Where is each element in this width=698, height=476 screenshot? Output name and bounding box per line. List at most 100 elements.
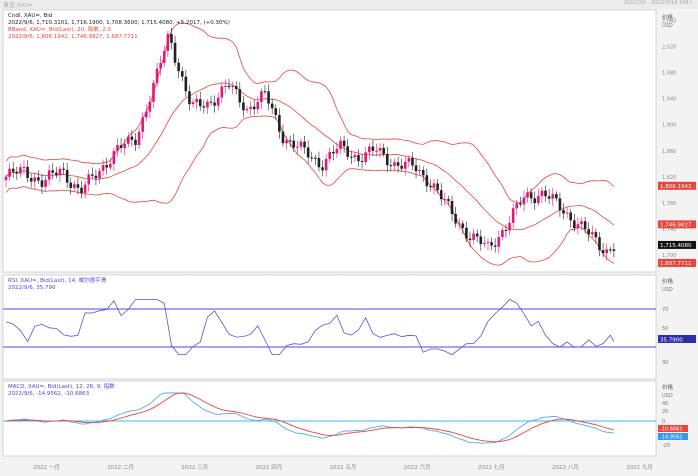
candle[interactable] [263, 85, 267, 95]
candle[interactable] [454, 206, 457, 228]
candle[interactable] [267, 84, 270, 111]
candle[interactable] [213, 95, 216, 113]
candle[interactable] [116, 138, 119, 157]
candle[interactable] [119, 138, 123, 153]
candle[interactable] [256, 96, 260, 115]
candle[interactable] [310, 151, 314, 162]
candle[interactable] [472, 228, 475, 245]
candle[interactable] [418, 164, 421, 175]
candle[interactable] [177, 58, 180, 79]
candle[interactable] [8, 162, 11, 181]
candle[interactable] [126, 132, 130, 148]
candle[interactable] [281, 124, 285, 147]
candle[interactable] [260, 88, 263, 110]
candle[interactable] [493, 238, 497, 253]
candle[interactable] [152, 79, 155, 109]
candle[interactable] [22, 160, 26, 175]
candle[interactable] [497, 230, 501, 254]
candle[interactable] [159, 55, 162, 76]
candle[interactable] [91, 167, 94, 179]
candle[interactable] [447, 195, 450, 206]
candle[interactable] [180, 66, 184, 82]
candle[interactable] [468, 231, 472, 248]
candle[interactable] [166, 30, 170, 58]
candle[interactable] [123, 139, 126, 156]
candle[interactable] [105, 157, 109, 175]
candle[interactable] [529, 188, 533, 204]
candle[interactable] [101, 159, 105, 176]
candle[interactable] [37, 170, 40, 184]
candle[interactable] [515, 199, 519, 216]
candle[interactable] [270, 98, 274, 115]
candle[interactable] [350, 150, 353, 165]
candle[interactable] [299, 138, 303, 151]
candle[interactable] [15, 166, 19, 180]
candle[interactable] [475, 229, 479, 243]
candle[interactable] [421, 166, 425, 182]
candle[interactable] [540, 186, 544, 203]
candle[interactable] [587, 222, 591, 242]
candle[interactable] [533, 191, 537, 211]
candle[interactable] [321, 160, 324, 177]
candle[interactable] [11, 161, 15, 178]
candle[interactable] [450, 195, 454, 222]
candle[interactable] [461, 220, 465, 235]
candle[interactable] [519, 196, 522, 208]
candle[interactable] [47, 164, 51, 186]
candle[interactable] [324, 154, 328, 177]
candle[interactable] [220, 82, 224, 104]
candle[interactable] [360, 153, 364, 169]
candle[interactable] [511, 202, 515, 229]
candle[interactable] [382, 143, 385, 157]
candle[interactable] [234, 81, 238, 95]
candle[interactable] [303, 135, 306, 154]
candle[interactable] [522, 190, 526, 212]
candle[interactable] [148, 95, 152, 118]
candle[interactable] [137, 127, 141, 150]
candle[interactable] [252, 99, 256, 115]
candle[interactable] [396, 156, 400, 173]
candle[interactable] [292, 133, 296, 152]
candle[interactable] [407, 155, 411, 168]
candle[interactable] [608, 246, 612, 254]
candle[interactable] [184, 69, 188, 98]
candle[interactable] [436, 178, 439, 194]
candle[interactable] [58, 165, 62, 183]
candle[interactable] [191, 98, 195, 108]
candle[interactable] [346, 139, 350, 161]
candle[interactable] [29, 173, 33, 188]
candle[interactable] [238, 82, 242, 108]
candle[interactable] [40, 174, 44, 194]
candle[interactable] [44, 176, 47, 192]
candle[interactable] [296, 140, 299, 155]
candle[interactable] [173, 35, 177, 67]
candle[interactable] [69, 177, 73, 195]
candle[interactable] [411, 151, 414, 171]
candle[interactable] [65, 162, 69, 189]
candle[interactable] [508, 215, 511, 236]
candle[interactable] [141, 112, 144, 139]
candle[interactable] [216, 92, 220, 111]
candle[interactable] [33, 172, 37, 189]
candle[interactable] [501, 227, 504, 241]
candle[interactable] [371, 140, 375, 156]
candle[interactable] [357, 149, 360, 167]
candle[interactable] [317, 151, 321, 172]
candle[interactable] [583, 216, 587, 234]
candle[interactable] [245, 105, 249, 114]
candle[interactable] [465, 221, 468, 243]
candle[interactable] [109, 158, 112, 171]
candle[interactable] [429, 179, 432, 192]
candle[interactable] [576, 217, 580, 235]
candle[interactable] [504, 224, 508, 238]
candle[interactable] [594, 228, 598, 244]
candle[interactable] [558, 192, 562, 217]
candle[interactable] [224, 79, 227, 94]
candle[interactable] [486, 238, 490, 251]
candle[interactable] [565, 207, 569, 219]
candle[interactable] [51, 163, 55, 180]
candle[interactable] [605, 243, 608, 261]
candle[interactable] [573, 213, 576, 232]
candle[interactable] [130, 129, 134, 147]
